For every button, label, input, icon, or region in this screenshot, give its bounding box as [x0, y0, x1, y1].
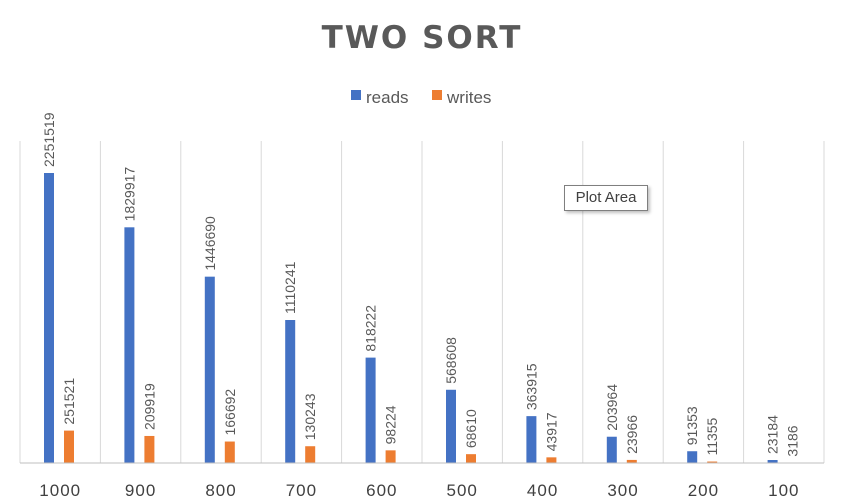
- bar-reads-800: [204, 276, 215, 463]
- data-label-reads-400: 363915: [523, 363, 539, 410]
- bar-reads-100: [767, 460, 778, 463]
- x-tick-label-500: 500: [447, 481, 478, 500]
- data-label-writes-500: 68610: [463, 409, 479, 448]
- bar-writes-600: [385, 450, 396, 463]
- bar-reads-700: [285, 320, 296, 463]
- data-label-writes-800: 166692: [222, 389, 238, 436]
- x-tick-label-400: 400: [527, 481, 558, 500]
- bar-writes-1000: [64, 430, 74, 463]
- data-label-writes-700: 130243: [302, 393, 318, 440]
- bars: [44, 173, 798, 464]
- bar-reads-400: [526, 416, 537, 463]
- data-label-writes-900: 209919: [141, 383, 157, 430]
- x-tick-label-600: 600: [366, 481, 397, 500]
- legend: reads writes: [351, 88, 491, 107]
- x-tick-label-700: 700: [286, 481, 317, 500]
- bar-writes-300: [626, 459, 637, 463]
- x-tick-label-1000: 1000: [39, 481, 81, 500]
- x-tick-label-200: 200: [688, 481, 719, 500]
- bar-writes-200: [707, 461, 718, 463]
- x-tick-label-100: 100: [768, 481, 799, 500]
- bar-reads-1000: [44, 173, 54, 464]
- data-label-reads-700: 1110241: [282, 261, 298, 314]
- bar-writes-800: [224, 441, 235, 463]
- x-tick-label-900: 900: [125, 481, 156, 500]
- data-label-reads-800: 1446690: [202, 216, 218, 271]
- data-label-reads-100: 23184: [765, 415, 781, 454]
- data-label-reads-300: 203964: [604, 384, 620, 431]
- legend-label-reads: reads: [366, 88, 409, 107]
- bar-writes-500: [466, 454, 476, 463]
- data-label-writes-1000: 251521: [61, 378, 77, 425]
- chart-title: TWO SORT: [322, 20, 523, 56]
- legend-swatch-reads: [351, 90, 361, 100]
- data-label-writes-100: 3186: [785, 425, 801, 456]
- bar-reads-500: [446, 389, 456, 463]
- bar-reads-200: [687, 451, 698, 463]
- x-tick-label-300: 300: [607, 481, 638, 500]
- bar-writes-900: [144, 435, 155, 463]
- bar-writes-400: [546, 457, 557, 463]
- bar-reads-600: [365, 357, 376, 463]
- data-label-reads-900: 1829917: [121, 167, 137, 222]
- data-label-writes-300: 23966: [624, 415, 640, 454]
- data-label-writes-200: 11355: [704, 417, 720, 455]
- x-axis-tick-labels: 1000 900 800 700 600 500 400 300 200 100: [39, 481, 799, 500]
- data-label-writes-400: 43917: [543, 412, 559, 451]
- x-tick-label-800: 800: [205, 481, 236, 500]
- plot-area-tooltip: Plot Area: [564, 185, 648, 211]
- gridlines: [19, 141, 825, 463]
- data-label-reads-600: 818222: [363, 305, 379, 352]
- data-labels: 2251519 251521 1829917 209919 1446690 166692 1…: [41, 112, 801, 456]
- data-label-reads-1000: 2251519: [41, 112, 57, 167]
- bar-writes-700: [305, 446, 316, 463]
- data-label-reads-200: 91353: [684, 406, 700, 445]
- data-label-writes-600: 98224: [383, 405, 399, 444]
- bar-reads-900: [124, 227, 135, 463]
- data-label-reads-500: 568608: [443, 337, 459, 384]
- legend-swatch-writes: [432, 90, 442, 100]
- bar-reads-300: [606, 436, 617, 463]
- legend-label-writes: writes: [446, 88, 491, 107]
